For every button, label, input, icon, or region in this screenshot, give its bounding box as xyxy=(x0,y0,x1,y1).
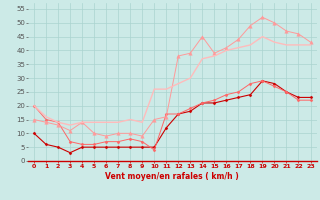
X-axis label: Vent moyen/en rafales ( km/h ): Vent moyen/en rafales ( km/h ) xyxy=(105,172,239,181)
